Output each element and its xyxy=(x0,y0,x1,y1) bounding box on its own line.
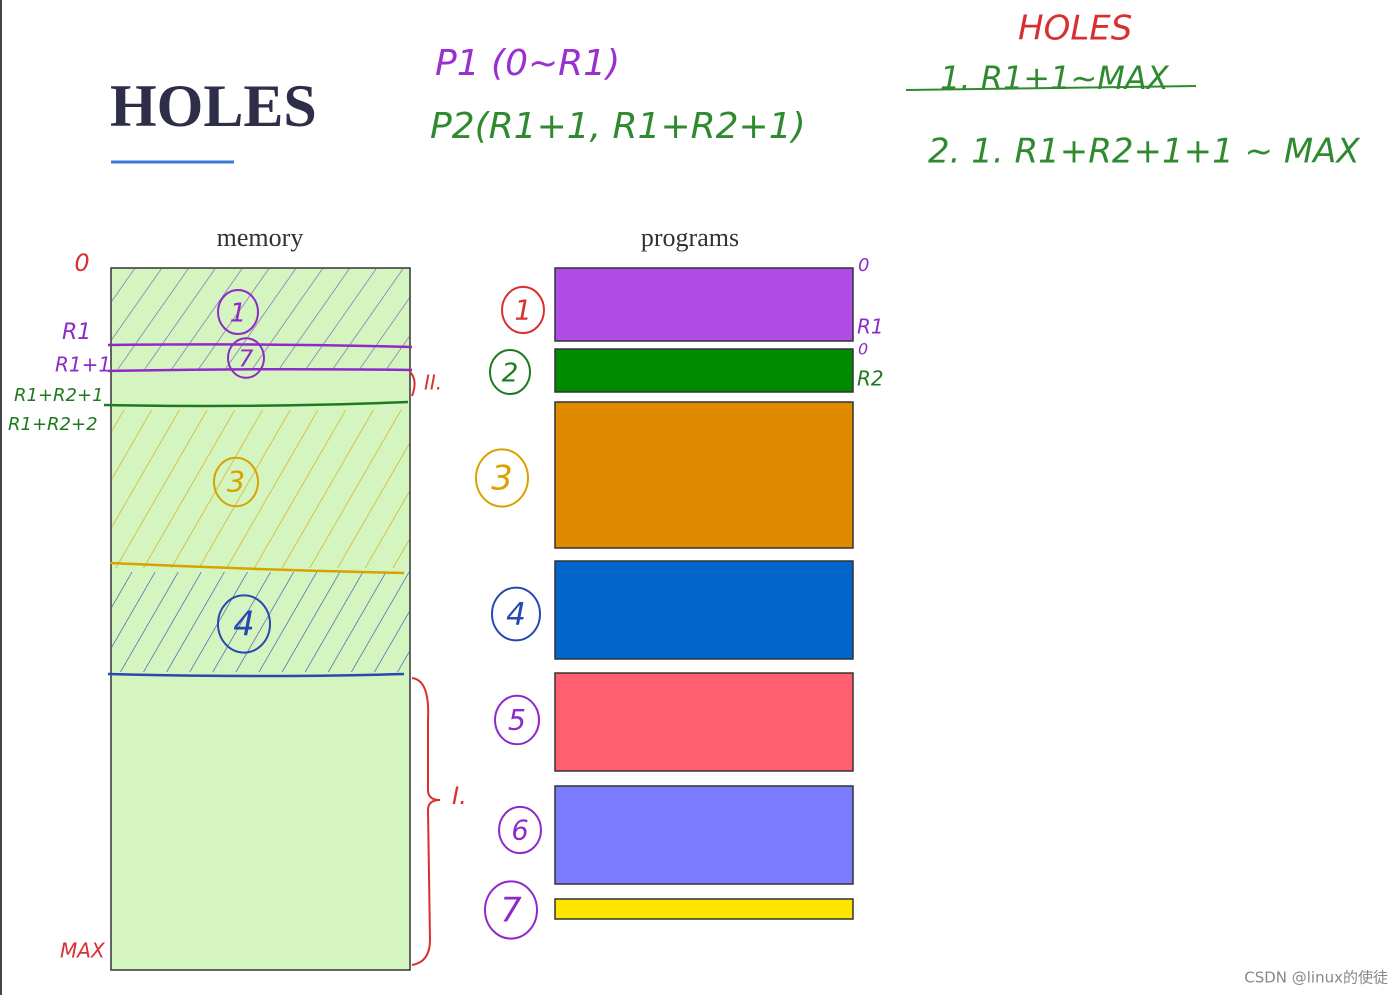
circled-number: 3 xyxy=(227,465,245,499)
circle xyxy=(489,349,531,395)
circled-number: 1 xyxy=(230,299,247,329)
title: HOLES xyxy=(110,73,317,139)
circled-number: 4 xyxy=(233,605,255,644)
handwritten-label: MAX xyxy=(60,939,106,963)
program-block xyxy=(554,267,854,342)
circled-number: 4 xyxy=(506,597,526,633)
circle xyxy=(227,337,265,379)
brace xyxy=(409,371,416,397)
handwritten-label: R1+R2+2 xyxy=(8,414,98,435)
hatch xyxy=(112,410,409,568)
circle xyxy=(217,594,271,654)
handwritten-label: 0 xyxy=(858,255,869,276)
circle xyxy=(498,805,542,855)
boundary xyxy=(107,672,405,678)
handwritten-label: R2 xyxy=(857,367,884,391)
circled-number: 7 xyxy=(500,891,522,930)
handwritten-label: R1+R2+1 xyxy=(14,385,104,406)
handwritten-label: R1 xyxy=(857,315,884,339)
handwritten-label: II. xyxy=(424,371,442,395)
circle xyxy=(213,456,259,508)
handwritten-label: R1 xyxy=(62,320,91,345)
circled-number: 6 xyxy=(511,816,528,847)
hatch xyxy=(112,572,409,672)
boundary xyxy=(103,400,409,408)
program-block xyxy=(554,785,854,885)
circled-number: 7 xyxy=(239,345,254,373)
circle xyxy=(484,880,538,940)
note: P1 (0~R1) xyxy=(435,43,620,84)
circle xyxy=(491,586,541,642)
circled-number: 3 xyxy=(491,459,513,498)
program-block xyxy=(554,898,854,920)
circled-number: 1 xyxy=(514,296,531,327)
handwritten-label: R1+1 xyxy=(55,353,111,377)
program-block xyxy=(554,348,854,393)
label: memory xyxy=(217,223,304,252)
program-block xyxy=(554,560,854,660)
note: 2. 1. R1+R2+1+1 ~ MAX xyxy=(928,132,1360,172)
handwritten-label: 0 xyxy=(858,340,868,359)
brace xyxy=(411,677,441,966)
hatch xyxy=(112,269,409,369)
label: programs xyxy=(641,223,739,252)
circled-number: 2 xyxy=(502,359,519,389)
circle xyxy=(217,289,259,335)
note: P2(R1+1, R1+R2+1) xyxy=(430,106,806,147)
circle xyxy=(494,694,540,746)
watermark: CSDN @linux的使徒 xyxy=(1244,969,1388,987)
note: 1. R1+1~MAX xyxy=(940,59,1170,97)
boundary xyxy=(109,561,405,575)
handwritten-label: 0 xyxy=(74,249,89,277)
circled-number: 5 xyxy=(508,703,526,737)
handwritten-label: I. xyxy=(452,782,467,810)
program-block xyxy=(554,401,854,549)
note: HOLES xyxy=(1018,9,1132,49)
circle xyxy=(475,448,529,508)
strike xyxy=(905,85,1197,91)
program-block xyxy=(554,672,854,772)
circle xyxy=(501,285,545,335)
memory xyxy=(103,267,441,971)
